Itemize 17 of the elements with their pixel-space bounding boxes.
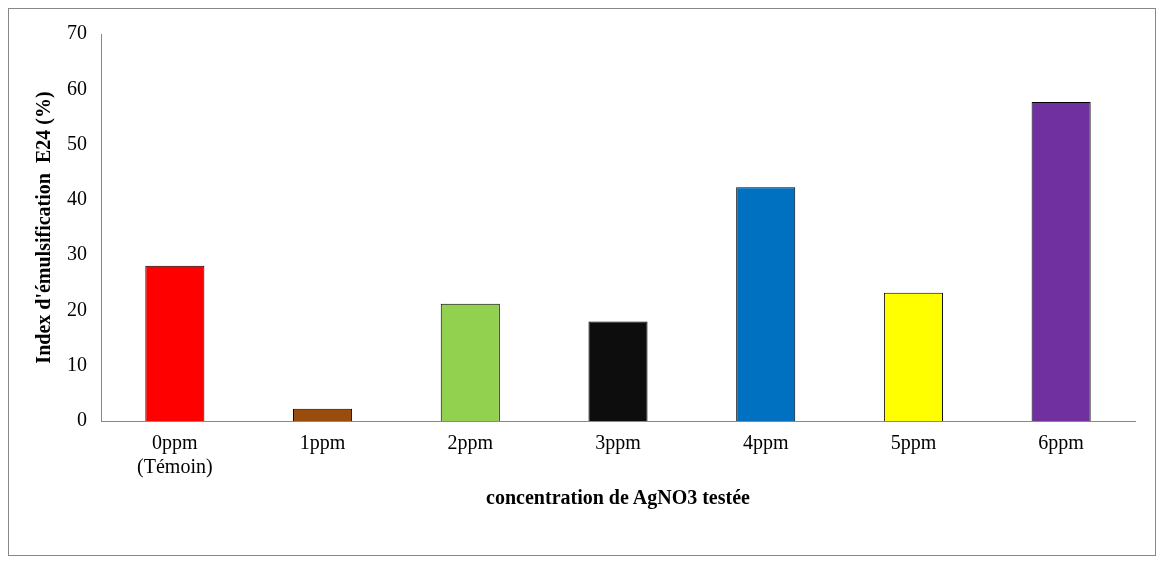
y-tick-label: 50 — [67, 131, 87, 154]
y-tick-label: 40 — [67, 187, 87, 210]
y-tick-label: 60 — [67, 76, 87, 99]
y-tick-label: 20 — [67, 297, 87, 320]
y-tick-label: 70 — [67, 21, 87, 44]
x-tick-label: 1ppm — [299, 431, 346, 455]
x-tick-label: 6ppm — [1038, 431, 1085, 455]
x-axis-title: concentration de AgNO3 testée — [486, 486, 751, 510]
x-tick-label: 4ppm — [742, 431, 789, 455]
x-tick-label: 3ppm — [595, 431, 642, 455]
y-tick-label: 0 — [77, 408, 87, 431]
x-tick-label: 2ppm — [447, 431, 494, 455]
x-tick-label: 5ppm — [890, 431, 937, 455]
y-tick-label: 10 — [67, 352, 87, 375]
y-tick-label: 30 — [67, 242, 87, 265]
x-tick-label: 0ppm (Témoin) — [137, 431, 213, 479]
y-axis-title: Index d'émulsification E24 (%) — [32, 91, 56, 364]
